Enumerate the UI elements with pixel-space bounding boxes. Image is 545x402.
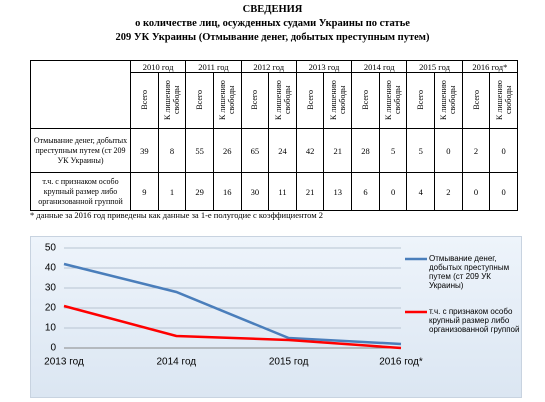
cell-value: 55 [185,128,214,173]
cell-value: 21 [295,172,325,211]
subheader-row: Всего К лишению свободы Всего К лишению сво… [31,72,518,129]
subheader-cell: К лишению свободы [489,72,518,129]
data-row: Отмывание денег, добытых преступным путе… [30,128,518,173]
series-line [63,262,402,346]
cell-value: 29 [185,172,214,211]
cell-value: 8 [157,128,187,173]
cell-value: 39 [130,128,159,173]
subheader-cell: Всего [185,72,214,129]
y-tick-label: 50 [45,243,57,254]
year-header: 2011 год [185,60,242,73]
cell-value: 0 [489,128,518,173]
cell-value: 5 [378,128,408,173]
year-header: 2013 год [295,60,353,73]
subheader: Всего [305,89,315,110]
subheader: К лишению свободы [218,79,237,120]
subheader-cell: Всего [351,72,380,129]
subheader-cell: К лишению свободы [212,72,242,129]
header-row: 2010 год 2011 год 2012 год 2013 год 2014 год… [30,60,519,129]
subheader-cell: Всего [130,72,159,129]
chart: 0 10 20 30 40 50 2013 год 2014 год 2015 год 2016 … [44,243,427,368]
year-header: 2014 год [351,60,408,73]
subheader-cell: К лишению свободы [323,72,353,129]
y-tick-label: 20 [45,303,57,314]
footnote: * данные за 2016 год приведены как данны… [30,210,323,220]
cell-value: 21 [323,128,353,173]
cell-value: 0 [461,172,491,211]
x-tick-label: 2014 год [157,357,197,368]
subheader: Всего [195,89,205,110]
year-header: 2015 год [406,60,463,73]
legend-entry: т.ч. с признаком особо крупный размер ли… [429,307,520,334]
title-line: о количестве лиц, осужденных судами Укра… [135,18,410,29]
data-table: 2010 год 2011 год 2012 год 2013 год 2014 год… [30,60,519,211]
subheader-cell: К лишению свободы [268,72,297,129]
data-row: т.ч. с признаком особо крупный размер ли… [30,172,518,211]
year-header: 2016 год* [461,60,519,73]
subheader: К лишению свободы [439,79,458,120]
cell-value: 2 [461,128,491,173]
subheader: К лишению свободы [328,79,347,120]
cell-value: 24 [268,128,297,173]
cell-value: 13 [323,172,353,211]
subheader-cell: Всего [295,72,325,129]
chart-area: 0 10 20 30 40 50 2013 год 2014 год 2015 год 2016 … [30,236,522,398]
cell-value: 0 [489,172,518,211]
title-line: 209 УК Украины (Отмывание денег, добытых… [115,32,430,43]
subheader: Всего [360,89,370,110]
series-line [63,304,402,350]
row-label: т.ч. с признаком особо крупный размер ли… [30,172,131,211]
subheader: К лишению свободы [494,79,513,120]
x-tick-label: 2013 год [44,357,84,368]
y-tick-label: 40 [45,263,57,274]
cell-value: 30 [240,172,270,211]
subheader: К лишению свободы [384,79,403,120]
corner-cell [30,60,131,129]
y-tick-label: 0 [50,343,56,354]
cell-value: 11 [268,172,297,211]
x-tick-label: 2016 год* [379,357,423,368]
year-header: 2010 год [129,60,187,73]
subheader: Всего [250,89,260,110]
cell-value: 42 [295,128,325,173]
subheader-cell: Всего [406,72,436,129]
cell-value: 0 [378,172,408,211]
cell-value: 28 [351,128,380,173]
legend-entry: Отмывание денег, добытых преступным путе… [429,254,510,290]
subheader: К лишению свободы [162,79,181,120]
cell-value: 1 [157,172,187,211]
x-tick-label: 2015 год [269,357,309,368]
cell-value: 65 [240,128,270,173]
cell-value: 6 [351,172,380,211]
year-header: 2012 год [240,60,297,73]
row-label: Отмывание денег, добытых преступным путе… [30,128,131,173]
cell-value: 0 [434,128,463,173]
subheader-cell: К лишению свободы [378,72,408,129]
subheader-cell: К лишению свободы [434,72,463,129]
subheader: Всего [139,89,149,110]
cell-value: 2 [434,172,463,211]
title: СВЕДЕНИЯ [242,4,303,15]
cell-value: 9 [130,172,159,211]
subheader-cell: К лишению свободы [157,72,187,129]
cell-value: 5 [406,128,436,173]
y-tick-label: 30 [45,283,57,294]
y-tick-label: 10 [45,323,57,334]
cell-value: 4 [406,172,436,211]
subheader-cell: Всего [461,72,491,129]
subheader-cell: Всего [240,72,270,129]
cell-value: 16 [212,172,242,211]
subheader: Всего [416,89,426,110]
subheader: К лишению свободы [273,79,292,120]
cell-value: 26 [212,128,242,173]
subheader: Всего [471,89,481,110]
